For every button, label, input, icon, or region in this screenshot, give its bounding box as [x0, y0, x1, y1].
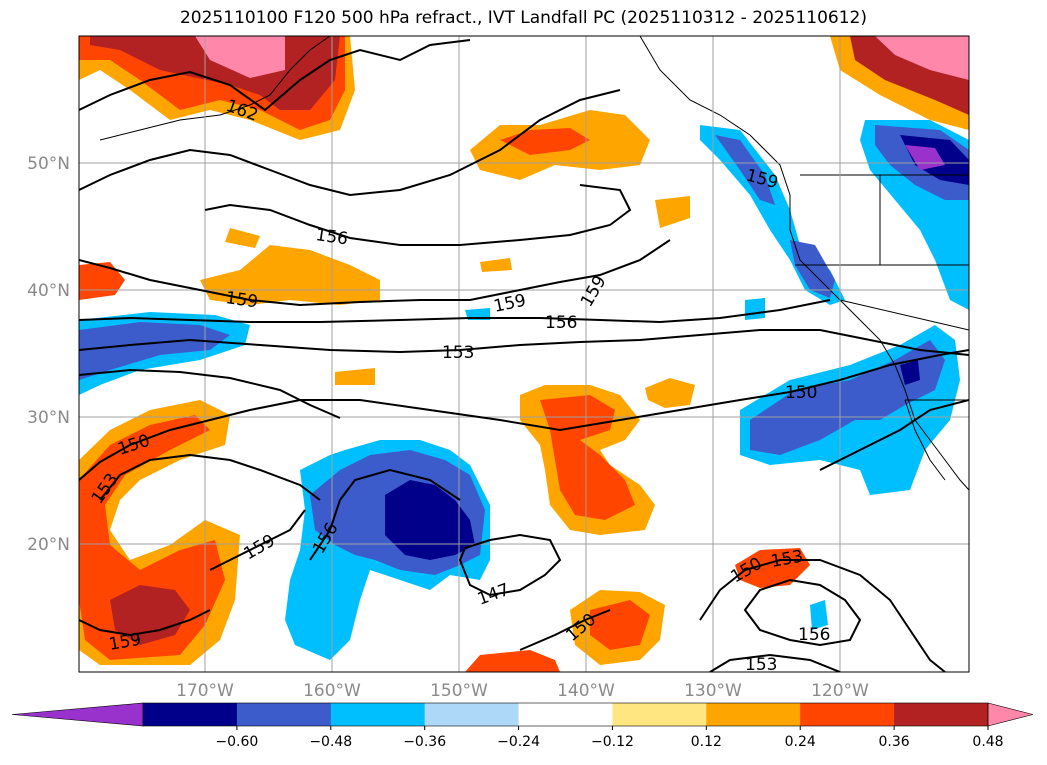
contours [79, 39, 969, 672]
contour-147 [458, 533, 562, 597]
field-blue-blob-navy [385, 480, 475, 560]
colorbar-tick-label: −0.48 [309, 734, 352, 750]
field-small-5 [335, 368, 375, 385]
contour-150 [79, 349, 969, 481]
colorbar-outline [142, 702, 989, 727]
colorbar-tick-label: 0.12 [691, 734, 722, 750]
baja [904, 399, 946, 481]
contour-label: 156 [545, 313, 577, 333]
colorbar-tick-label: −0.12 [591, 734, 634, 750]
colorbar-segment [706, 703, 801, 726]
colorbar-segment [894, 703, 989, 726]
field-coast-royal [715, 135, 775, 205]
contour-162 [79, 39, 471, 112]
map-frame [78, 35, 970, 673]
field-south-bottom [465, 650, 560, 672]
field-top-right-pink [875, 36, 969, 80]
lon-label: 150°W [430, 681, 488, 701]
colorbar-segment [236, 703, 332, 726]
colorbar-segment [612, 703, 707, 726]
contour-lower-a [79, 368, 341, 419]
colorbar-segment [424, 703, 520, 726]
lon-label: 160°W [303, 681, 361, 701]
lat-label: 30°N [27, 408, 70, 428]
contour-153-w [99, 453, 321, 501]
lat-label: 40°N [27, 281, 70, 301]
lon-label: 170°W [176, 681, 234, 701]
colorbar-extend-high [987, 702, 1034, 727]
contour-label: 159 [224, 288, 259, 312]
field-small-3 [225, 228, 260, 248]
colorbar-tick-label: −0.36 [403, 734, 446, 750]
field-small-7 [745, 298, 765, 320]
field-top-left-pink [195, 36, 285, 78]
contour-156-s [309, 468, 461, 561]
field-small-2 [655, 196, 690, 228]
contour-153-se [699, 559, 946, 672]
lon-label: 120°W [811, 681, 869, 701]
map-title: 2025110100 F120 500 hPa refract., IVT La… [179, 8, 867, 28]
contour-156-c [79, 299, 831, 324]
contour-north-a [79, 89, 621, 197]
coastline-alaska [99, 36, 331, 141]
colorbar-segment [518, 703, 613, 726]
contour-153 [79, 329, 969, 356]
colorbar-extend-low [11, 702, 144, 727]
field-sc-red [540, 395, 635, 520]
contour-east [819, 399, 969, 471]
lat-label: 50°N [27, 154, 70, 174]
contour-156-se [743, 578, 862, 647]
contour-sw-159 [79, 609, 211, 637]
field-small-4 [480, 258, 512, 272]
contour-156 [204, 184, 632, 246]
colorbar-tick-label: 0.36 [879, 734, 910, 750]
colorbar: −0.60 −0.48 −0.36 −0.24 −0.12 0.12 0.24 0.36 0.4… [11, 702, 1034, 750]
field-central-north-red [500, 128, 590, 155]
contour-label: 150 [785, 383, 817, 403]
contour-159-s [209, 509, 306, 571]
colorbar-tick-label: −0.24 [497, 734, 540, 750]
contour-label: 153 [745, 655, 777, 675]
lat-label: 20°N [27, 535, 70, 555]
field-small-8 [810, 600, 828, 630]
colorbar-tick-label: 0.48 [972, 734, 1003, 750]
field-nw-purple [905, 145, 945, 170]
lon-label: 140°W [557, 681, 615, 701]
colorbar-segment [143, 703, 238, 726]
field-small-1 [645, 378, 695, 408]
contour-label: 156 [798, 625, 830, 645]
field-sw-darkred [110, 585, 190, 645]
contour-label: 156 [314, 225, 349, 249]
contour-153-bot [709, 653, 841, 672]
contour-label: 153 [442, 343, 474, 363]
lon-label: 130°W [684, 681, 742, 701]
contour-159-w [79, 239, 671, 307]
colorbar-tick-label: 0.24 [785, 734, 816, 750]
border-states-3 [839, 299, 969, 331]
field-se-navy [900, 360, 920, 385]
field-w35-royal [79, 322, 230, 380]
contour-150-s [519, 609, 611, 651]
colorbar-tick-label: −0.60 [215, 734, 258, 750]
field-south-150 [735, 548, 810, 588]
colorbar-segment [800, 703, 895, 726]
colorbar-segment [330, 703, 426, 726]
